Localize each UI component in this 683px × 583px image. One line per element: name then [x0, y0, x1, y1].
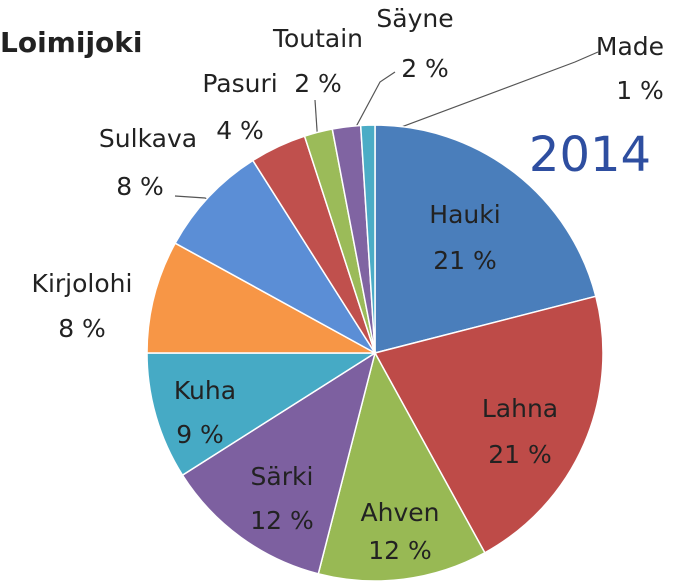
slice-label: Ahven: [361, 498, 440, 527]
slice-label: Kirjolohi: [32, 269, 133, 298]
slice-label: Toutain: [272, 24, 363, 53]
value-label: 12 %: [368, 536, 432, 565]
value-label: 8 %: [116, 172, 164, 201]
chart-title: Loimijoki: [0, 26, 143, 59]
value-label: 9 %: [176, 420, 224, 449]
value-label: 1 %: [616, 76, 664, 105]
pie-slice: [373, 295, 604, 554]
slice-label: Pasuri: [202, 69, 277, 98]
slice-label: Hauki: [429, 200, 500, 229]
pie-slice: [359, 124, 376, 354]
slice-label: Särki: [251, 462, 314, 491]
leader-line: [349, 71, 396, 139]
slice-label: Made: [596, 32, 664, 61]
value-label: 8 %: [58, 314, 106, 343]
pie: [146, 124, 604, 582]
pie-slice: [181, 351, 377, 575]
pie-slice: [317, 350, 486, 582]
pie-slice: [146, 242, 376, 354]
slice-label: Sulkava: [99, 124, 197, 153]
value-label: 2 %: [401, 54, 449, 83]
pie-slice: [374, 124, 597, 354]
slice-label: Lahna: [482, 394, 558, 423]
value-label: 21 %: [433, 246, 497, 275]
value-label: 2 %: [294, 69, 342, 98]
slice-label: Kuha: [174, 376, 236, 405]
pie-slice: [146, 352, 378, 477]
value-label: 21 %: [488, 440, 552, 469]
value-label: 4 %: [216, 116, 264, 145]
annotation: 2014: [529, 127, 651, 183]
pie-slice: [174, 159, 376, 354]
leader-line: [371, 51, 599, 139]
slice-label: Säyne: [376, 4, 453, 33]
value-label: 12 %: [250, 506, 314, 535]
